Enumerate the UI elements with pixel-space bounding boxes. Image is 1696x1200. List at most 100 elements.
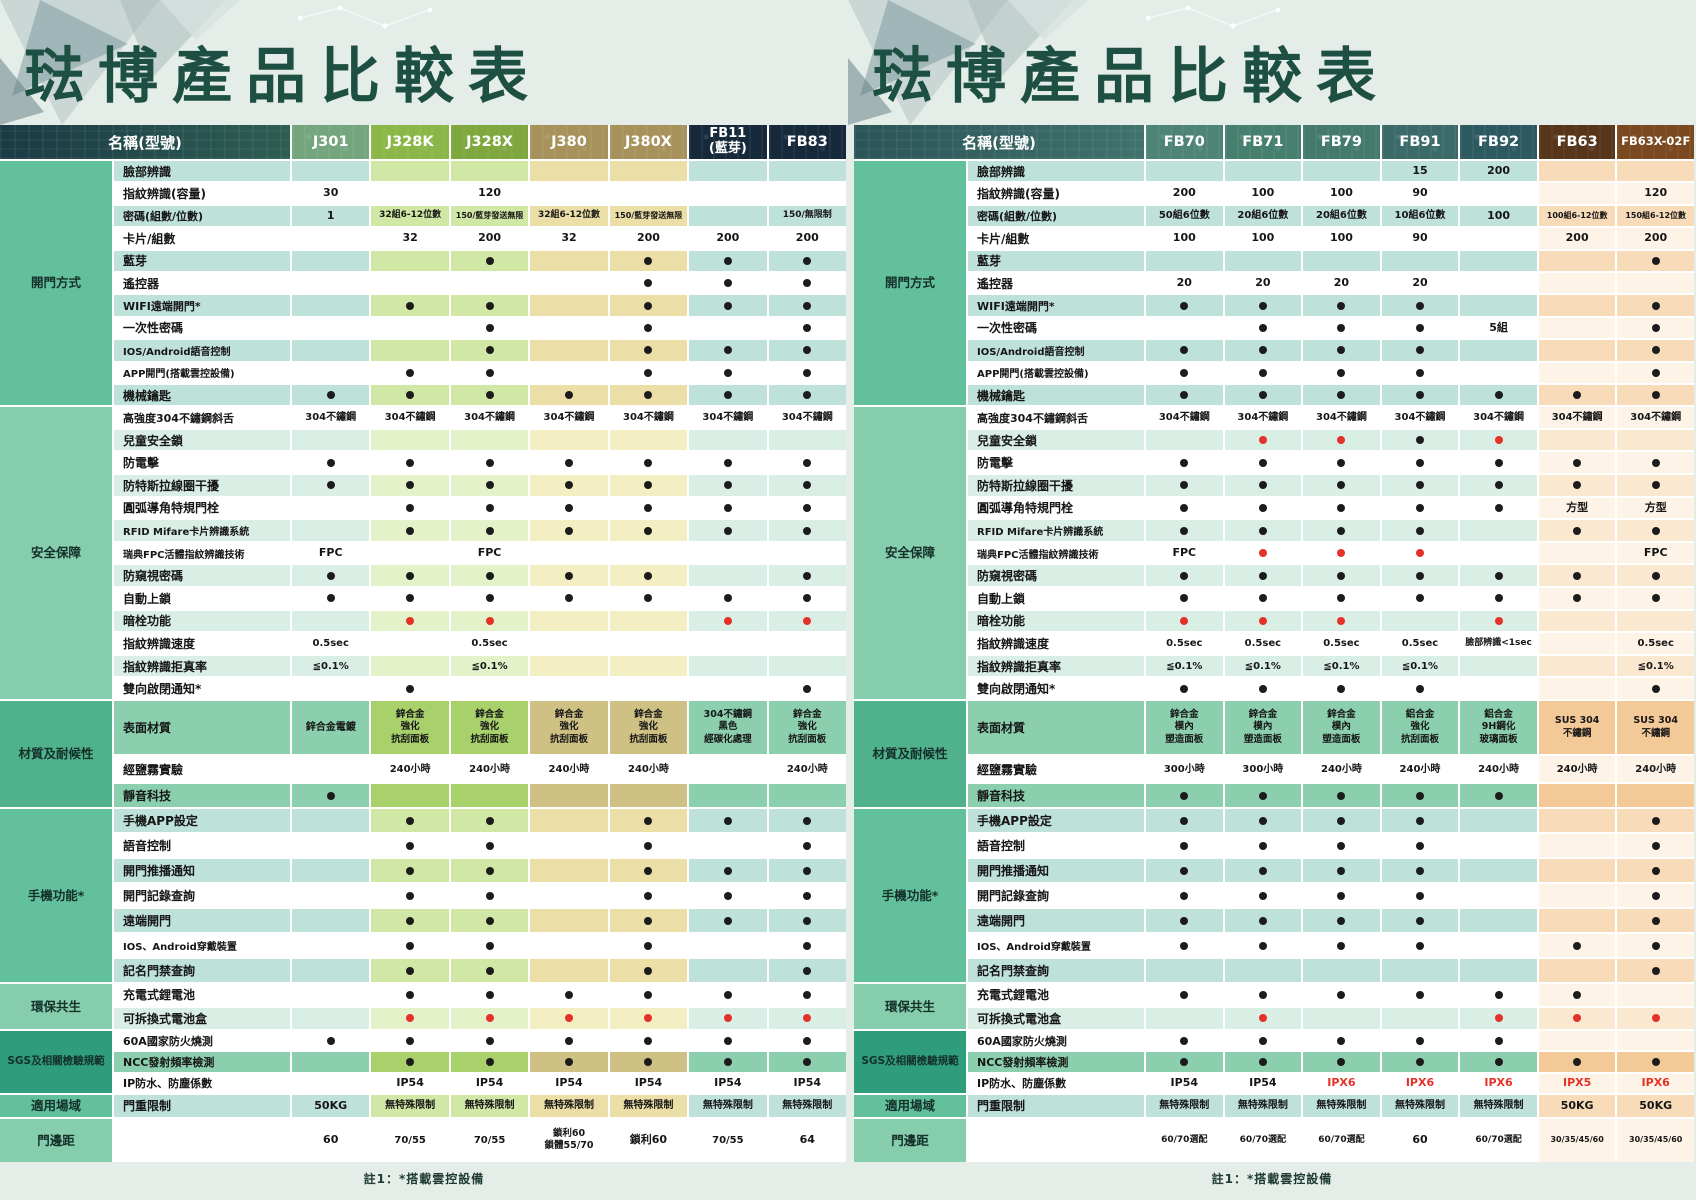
cell	[1538, 1031, 1616, 1051]
cell	[450, 497, 529, 519]
cell: 150/無限制	[768, 205, 846, 227]
cell	[371, 161, 449, 182]
cell: 100組6-12位數	[1538, 205, 1616, 227]
feature-dot-icon	[1415, 436, 1424, 445]
cell: 60	[292, 1118, 370, 1162]
cell	[530, 809, 608, 833]
cell: IP54	[1146, 1073, 1223, 1093]
cell	[1460, 452, 1537, 474]
cell	[371, 809, 449, 833]
cell	[1538, 429, 1616, 451]
feature-dot-icon	[1573, 481, 1582, 490]
feature-dot-icon	[644, 1036, 653, 1045]
cell: 32組6-12位數	[530, 205, 608, 227]
cell	[292, 250, 370, 271]
cell	[689, 542, 767, 564]
column-header-J328X: J328X	[450, 125, 529, 159]
feature-dot-icon	[406, 684, 415, 693]
feature-dot-icon	[723, 301, 732, 310]
feature-dot-icon	[406, 1036, 415, 1045]
cell	[371, 934, 449, 958]
cell: 無特殊限制	[1224, 1094, 1302, 1117]
cell	[768, 250, 846, 271]
cell	[292, 295, 370, 316]
cell	[1303, 497, 1380, 519]
feature-dot-icon	[406, 990, 415, 999]
cell: 200	[1146, 183, 1223, 204]
footnote: 註1：*搭載雲控設備	[363, 1172, 485, 1186]
feature-dot-icon	[1180, 368, 1189, 377]
cell	[1460, 655, 1537, 677]
cell: 304不鏽鋼	[1538, 407, 1616, 428]
feature-dot-icon	[564, 481, 573, 490]
cell	[292, 834, 370, 858]
feature-dot-icon	[644, 323, 653, 332]
feature-dot-icon	[723, 990, 732, 999]
category-手機功能*: 手機功能*	[0, 809, 112, 983]
cell: 304不鏽鋼	[371, 407, 449, 428]
feature-dot-icon	[406, 481, 415, 490]
cell	[530, 497, 608, 519]
row-label-指紋辨識速度: 指紋辨識速度	[968, 633, 1144, 654]
cell	[450, 272, 529, 294]
cell	[371, 984, 449, 1006]
feature-dot-icon	[644, 990, 653, 999]
feature-dot-icon	[644, 571, 653, 580]
cell	[1460, 1031, 1537, 1051]
cell: FPC	[1146, 542, 1223, 564]
row-label-IOS、Android穿戴裝置: IOS、Android穿戴裝置	[114, 934, 290, 958]
feature-dot-icon	[723, 594, 732, 603]
feature-dot-icon	[1337, 916, 1346, 925]
cell	[1224, 588, 1302, 609]
feature-dot-icon	[644, 458, 653, 467]
cell: 鋅合金 模內 塑造面板	[1146, 701, 1223, 755]
feature-dot-icon	[1651, 256, 1660, 265]
feature-dot-icon	[1494, 1036, 1503, 1045]
cell	[1224, 295, 1302, 316]
cell	[292, 756, 370, 783]
cell: IPX6	[1303, 1073, 1380, 1093]
cell: 0.5sec	[450, 633, 529, 654]
cell	[1460, 272, 1537, 294]
cell	[450, 317, 529, 339]
cell	[609, 1007, 688, 1030]
feature-dot-icon	[1573, 594, 1582, 603]
feature-dot-icon	[1415, 368, 1424, 377]
feature-dot-icon	[1651, 866, 1660, 875]
row-label-一次性密碼: 一次性密碼	[114, 317, 290, 339]
cell	[292, 934, 370, 958]
cell	[450, 909, 529, 933]
feature-dot-icon	[1258, 323, 1267, 332]
cell	[768, 362, 846, 383]
cell	[1381, 317, 1459, 339]
cell	[1460, 295, 1537, 316]
feature-dot-icon	[406, 816, 415, 825]
cell	[768, 317, 846, 339]
cell	[530, 934, 608, 958]
feature-dot-icon	[564, 571, 573, 580]
feature-dot-icon	[723, 1036, 732, 1045]
cell	[609, 475, 688, 496]
feature-dot-icon	[1494, 481, 1503, 490]
cell	[371, 655, 449, 677]
cell	[1303, 250, 1380, 271]
cell: 無特殊限制	[1303, 1094, 1380, 1117]
cell	[768, 633, 846, 654]
cell	[1146, 384, 1223, 406]
feature-dot-icon	[1258, 346, 1267, 355]
cell: 無特殊限制	[1460, 1094, 1537, 1117]
row-label-語音控制: 語音控制	[968, 834, 1144, 858]
row-label-記名門禁查詢: 記名門禁查詢	[968, 959, 1144, 983]
cell: ≦0.1%	[450, 655, 529, 677]
cell	[292, 588, 370, 609]
feature-dot-icon	[1258, 684, 1267, 693]
cell	[450, 429, 529, 451]
cell	[1224, 452, 1302, 474]
row-label-WIFI遠端開門*: WIFI遠端開門*	[114, 295, 290, 316]
cell: 0.5sec	[1303, 633, 1380, 654]
feature-dot-icon	[1180, 841, 1189, 850]
cell	[530, 272, 608, 294]
row-label-指紋辨識拒真率: 指紋辨識拒真率	[114, 655, 290, 677]
cell: 120	[450, 183, 529, 204]
feature-dot-icon	[406, 503, 415, 512]
